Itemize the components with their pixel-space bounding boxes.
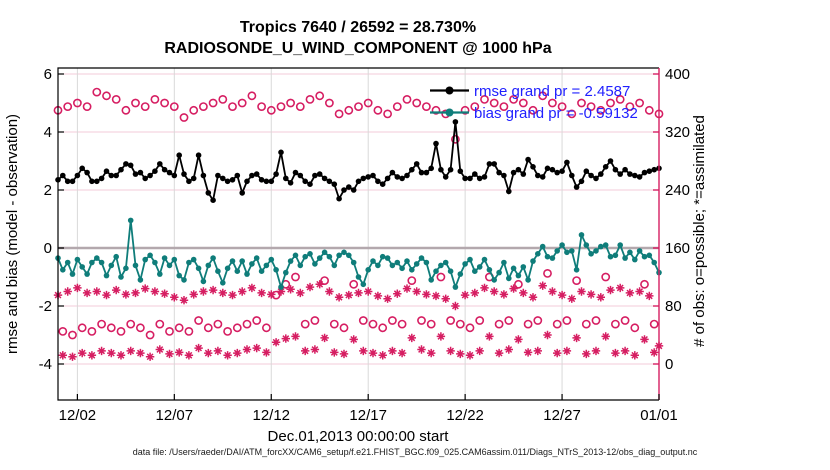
data-series-layer <box>53 87 664 361</box>
right-tick-label: 80 <box>665 298 682 315</box>
rmse-series <box>55 119 662 203</box>
axes-layer: 12/02 12/07 12/12 12/17 12/22 12/27 01/01 6 4 2 0 -… <box>39 66 690 424</box>
chart-title-line1: Tropics 7640 / 26592 = 28.730% <box>240 19 476 36</box>
legend-rmse-marker <box>445 86 454 95</box>
left-tick-label: -2 <box>39 298 52 315</box>
x-axis-label: Dec.01,2013 00:00:00 start <box>268 428 450 445</box>
right-tick-label: 240 <box>665 182 690 199</box>
y-axis-label-left: rmse and bias (model - observation) <box>4 114 21 354</box>
x-tick-label: 01/01 <box>640 407 678 424</box>
legend-bias-label: bias grand pr = -0.59132 <box>474 105 638 122</box>
y-axis-label-right: # of obs: o=possible; *=assimilated <box>691 115 708 347</box>
chart-title-line2: RADIOSONDE_U_WIND_COMPONENT @ 1000 hPa <box>164 40 551 57</box>
bias-series <box>55 217 662 291</box>
x-tick-label: 12/27 <box>543 407 581 424</box>
x-tick-label: 12/22 <box>446 407 484 424</box>
right-tick-label: 160 <box>665 240 690 257</box>
left-tick-label: 2 <box>44 182 52 199</box>
x-tick-label: 12/12 <box>252 407 290 424</box>
left-tick-label: -4 <box>39 356 52 373</box>
legend-bias-marker <box>445 108 454 117</box>
plot-frame <box>57 67 659 401</box>
possible-obs-series <box>53 87 664 340</box>
right-tick-label: 400 <box>665 66 690 83</box>
right-tick-label: 320 <box>665 124 690 141</box>
x-tick-label: 12/17 <box>349 407 387 424</box>
left-tick-label: 0 <box>44 240 52 257</box>
legend-rmse-label: rmse grand pr = 2.4587 <box>474 83 630 100</box>
x-tick-label: 12/02 <box>59 407 97 424</box>
x-tick-label: 12/07 <box>156 407 194 424</box>
legend-marker-samples <box>430 86 469 117</box>
datafile-path: data file: /Users/raeder/DAI/ATM_forcXX/… <box>133 447 698 457</box>
right-tick-label: 0 <box>665 356 673 373</box>
left-tick-label: 6 <box>44 66 52 83</box>
assimilated-obs-series <box>53 280 664 361</box>
left-tick-label: 4 <box>44 124 52 141</box>
